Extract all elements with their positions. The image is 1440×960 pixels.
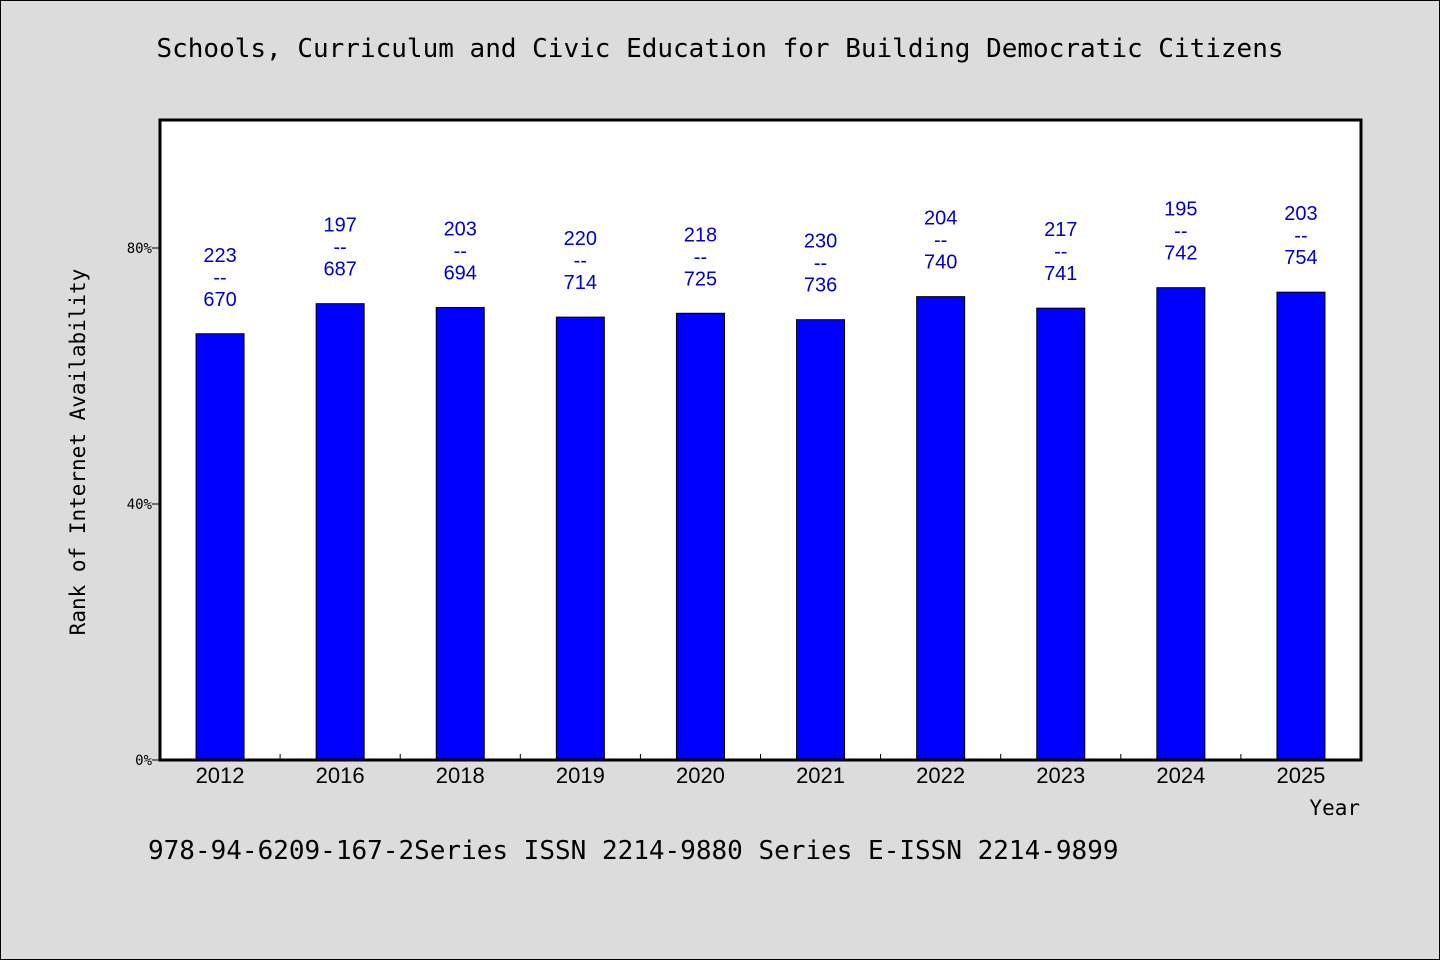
x-tick-label: 2019 bbox=[556, 763, 605, 788]
footer-text: 978-94-6209-167-2Series ISSN 2214-9880 S… bbox=[148, 836, 1119, 866]
bar bbox=[916, 296, 966, 761]
data-label: 195 bbox=[1164, 199, 1197, 221]
data-label: 741 bbox=[1044, 263, 1077, 285]
data-label: 217 bbox=[1044, 219, 1077, 241]
data-label: 218 bbox=[684, 224, 717, 246]
data-label: -- bbox=[1174, 221, 1187, 243]
data-label: 714 bbox=[564, 272, 597, 294]
x-tick-label: 2016 bbox=[316, 763, 365, 788]
data-label: 694 bbox=[444, 263, 477, 285]
data-label: -- bbox=[814, 253, 827, 275]
bar bbox=[555, 316, 605, 761]
bar bbox=[1156, 287, 1206, 761]
x-axis-label: Year bbox=[1309, 796, 1360, 820]
x-tick-label: 2012 bbox=[196, 763, 245, 788]
bar bbox=[195, 333, 245, 761]
bar bbox=[796, 319, 846, 761]
data-label: 725 bbox=[684, 268, 717, 290]
x-tick-label: 2021 bbox=[796, 763, 845, 788]
bar bbox=[435, 307, 485, 761]
data-label: 742 bbox=[1164, 243, 1197, 265]
data-label: 736 bbox=[804, 275, 837, 297]
data-label: 203 bbox=[444, 219, 477, 241]
x-tick-label: 2025 bbox=[1276, 763, 1325, 788]
x-tick-label: 2018 bbox=[436, 763, 485, 788]
x-tick-label: 2024 bbox=[1156, 763, 1205, 788]
data-label: 687 bbox=[323, 259, 356, 281]
data-label: -- bbox=[694, 246, 707, 268]
data-label: 203 bbox=[1284, 203, 1317, 225]
y-tick-label: 80% bbox=[127, 241, 153, 257]
y-tick-label: 40% bbox=[127, 497, 153, 513]
bar bbox=[1036, 307, 1086, 761]
data-label: 223 bbox=[203, 245, 236, 267]
data-label: -- bbox=[1294, 225, 1307, 247]
x-tick-label: 2023 bbox=[1036, 763, 1085, 788]
data-label: 740 bbox=[924, 252, 957, 274]
x-tick-label: 2020 bbox=[676, 763, 725, 788]
plot-border bbox=[158, 118, 1363, 762]
data-label: -- bbox=[1054, 241, 1067, 263]
data-label: -- bbox=[333, 237, 346, 259]
data-label: 220 bbox=[564, 228, 597, 250]
data-label: 230 bbox=[804, 231, 837, 253]
data-label: 197 bbox=[323, 215, 356, 237]
x-tick-label: 2022 bbox=[916, 763, 965, 788]
data-label: 670 bbox=[203, 289, 236, 311]
bar bbox=[1276, 291, 1326, 761]
data-label: 204 bbox=[924, 208, 957, 230]
data-label: -- bbox=[934, 230, 947, 252]
chart-title: Schools, Curriculum and Civic Education … bbox=[156, 34, 1284, 64]
data-label: -- bbox=[574, 250, 587, 272]
bar bbox=[315, 303, 365, 761]
y-tick-label: 0% bbox=[135, 753, 152, 769]
data-label: -- bbox=[454, 241, 467, 263]
bar bbox=[675, 312, 725, 761]
data-label: -- bbox=[213, 267, 226, 289]
data-label: 754 bbox=[1284, 247, 1317, 269]
